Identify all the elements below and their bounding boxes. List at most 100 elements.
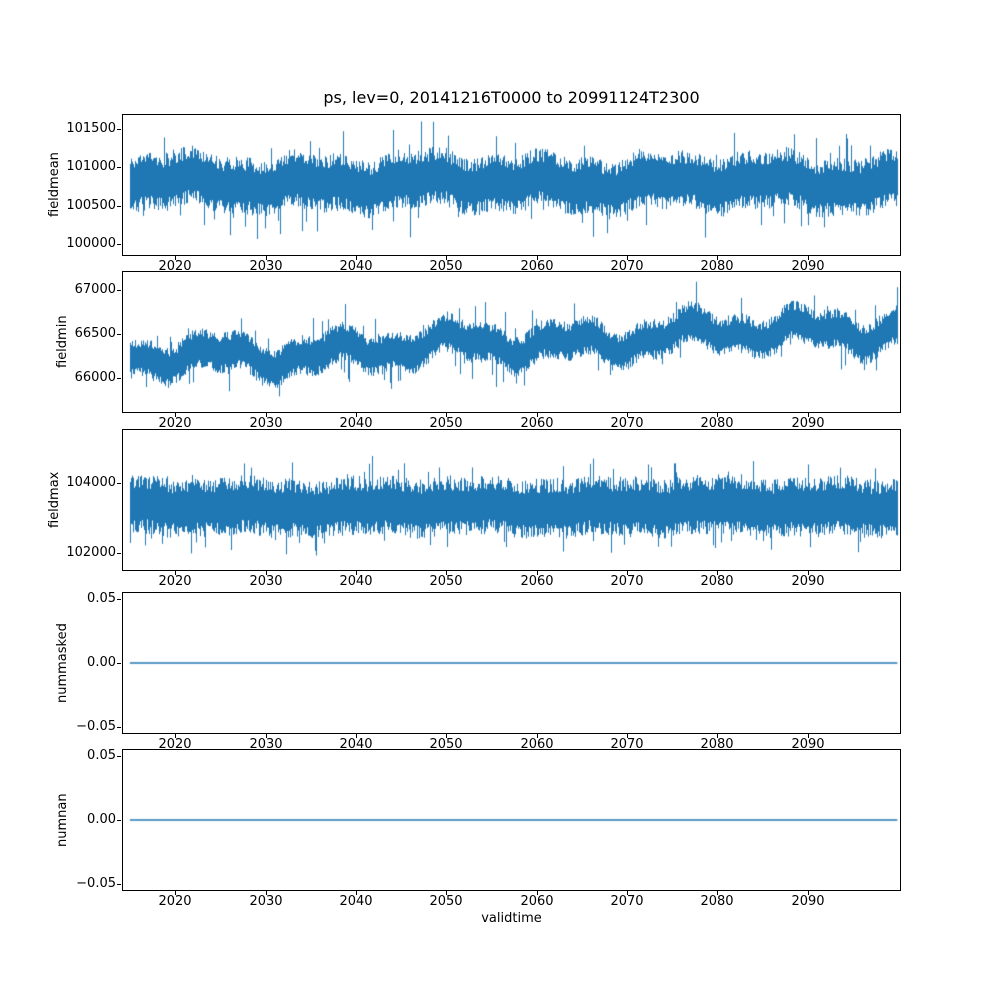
x-tick-mark — [537, 256, 538, 260]
x-tick-label: 2080 — [700, 574, 734, 589]
x-tick-label: 2020 — [158, 894, 192, 909]
x-tick-mark — [175, 734, 176, 738]
x-tick-mark — [266, 571, 267, 575]
y-tick-label: 102000 — [66, 545, 116, 560]
x-tick-label: 2030 — [249, 259, 283, 274]
x-tick-mark — [627, 734, 628, 738]
x-tick-label: 2050 — [429, 737, 463, 752]
y-tick-mark — [117, 820, 121, 821]
x-tick-label: 2060 — [520, 894, 554, 909]
x-tick-label: 2020 — [158, 574, 192, 589]
y-tick-label: 66500 — [74, 326, 116, 341]
y-tick-label: 101500 — [66, 121, 116, 136]
x-tick-mark — [717, 891, 718, 895]
y-axis-label-numnan: numnan — [55, 793, 70, 847]
x-tick-label: 2080 — [700, 894, 734, 909]
x-tick-mark — [808, 891, 809, 895]
x-tick-label: 2040 — [339, 574, 373, 589]
axes-fieldmin — [122, 271, 901, 413]
x-tick-label: 2020 — [158, 259, 192, 274]
plot-area-nummasked — [123, 593, 900, 733]
y-tick-label: 66000 — [74, 370, 116, 385]
x-tick-label: 2070 — [610, 574, 644, 589]
x-tick-mark — [808, 256, 809, 260]
x-tick-mark — [266, 891, 267, 895]
x-tick-label: 2030 — [249, 894, 283, 909]
y-tick-mark — [117, 334, 121, 335]
x-tick-mark — [266, 413, 267, 417]
x-tick-mark — [356, 571, 357, 575]
x-tick-mark — [356, 256, 357, 260]
y-tick-mark — [117, 129, 121, 130]
x-tick-mark — [175, 571, 176, 575]
y-tick-mark — [117, 727, 121, 728]
y-tick-label: 67000 — [74, 282, 116, 297]
y-tick-mark — [117, 167, 121, 168]
x-tick-label: 2090 — [791, 574, 825, 589]
y-tick-mark — [117, 206, 121, 207]
x-tick-mark — [175, 413, 176, 417]
x-tick-mark — [266, 256, 267, 260]
y-tick-label: 104000 — [66, 475, 116, 490]
y-axis-label-fieldmin: fieldmin — [55, 315, 70, 369]
x-tick-label: 2060 — [520, 737, 554, 752]
y-tick-label: 0.00 — [87, 812, 116, 827]
axes-fieldmax — [122, 429, 901, 571]
x-tick-mark — [627, 413, 628, 417]
x-tick-mark — [808, 571, 809, 575]
x-tick-label: 2070 — [610, 894, 644, 909]
axes-fieldmean — [122, 114, 901, 256]
x-tick-mark — [627, 891, 628, 895]
x-tick-mark — [356, 891, 357, 895]
x-tick-mark — [717, 571, 718, 575]
y-tick-label: 100500 — [66, 198, 116, 213]
plot-area-numnan — [123, 750, 900, 890]
y-tick-mark — [117, 290, 121, 291]
x-tick-label: 2080 — [700, 259, 734, 274]
x-tick-label: 2040 — [339, 894, 373, 909]
x-tick-label: 2030 — [249, 737, 283, 752]
x-tick-label: 2090 — [791, 416, 825, 431]
y-tick-mark — [117, 244, 121, 245]
y-tick-label: 101000 — [66, 159, 116, 174]
x-tick-label: 2090 — [791, 737, 825, 752]
y-tick-mark — [117, 599, 121, 600]
y-tick-mark — [117, 378, 121, 379]
x-tick-label: 2070 — [610, 416, 644, 431]
y-tick-label: −0.05 — [76, 876, 116, 891]
x-tick-mark — [356, 413, 357, 417]
y-tick-mark — [117, 553, 121, 554]
x-tick-mark — [266, 734, 267, 738]
y-tick-mark — [117, 663, 121, 664]
x-tick-mark — [537, 571, 538, 575]
y-tick-label: 0.05 — [87, 748, 116, 763]
x-tick-label: 2080 — [700, 416, 734, 431]
x-tick-label: 2050 — [429, 416, 463, 431]
x-axis-label: validtime — [481, 911, 542, 926]
x-tick-mark — [808, 734, 809, 738]
x-tick-label: 2060 — [520, 574, 554, 589]
x-tick-label: 2040 — [339, 416, 373, 431]
x-tick-label: 2050 — [429, 894, 463, 909]
x-tick-label: 2040 — [339, 259, 373, 274]
x-tick-mark — [717, 413, 718, 417]
x-tick-mark — [717, 256, 718, 260]
axes-nummasked — [122, 592, 901, 734]
x-tick-label: 2020 — [158, 416, 192, 431]
chart-title: ps, lev=0, 20141216T0000 to 20991124T230… — [323, 88, 700, 107]
x-tick-label: 2080 — [700, 737, 734, 752]
x-tick-label: 2020 — [158, 737, 192, 752]
x-tick-label: 2090 — [791, 259, 825, 274]
y-tick-mark — [117, 756, 121, 757]
y-tick-label: 100000 — [66, 236, 116, 251]
plot-area-fieldmax — [123, 430, 900, 570]
x-tick-label: 2060 — [520, 416, 554, 431]
x-tick-mark — [627, 571, 628, 575]
x-tick-label: 2060 — [520, 259, 554, 274]
y-tick-label: −0.05 — [76, 719, 116, 734]
x-tick-mark — [356, 734, 357, 738]
plot-area-fieldmin — [123, 272, 900, 412]
y-axis-label-nummasked: nummasked — [55, 623, 70, 703]
x-tick-mark — [446, 256, 447, 260]
